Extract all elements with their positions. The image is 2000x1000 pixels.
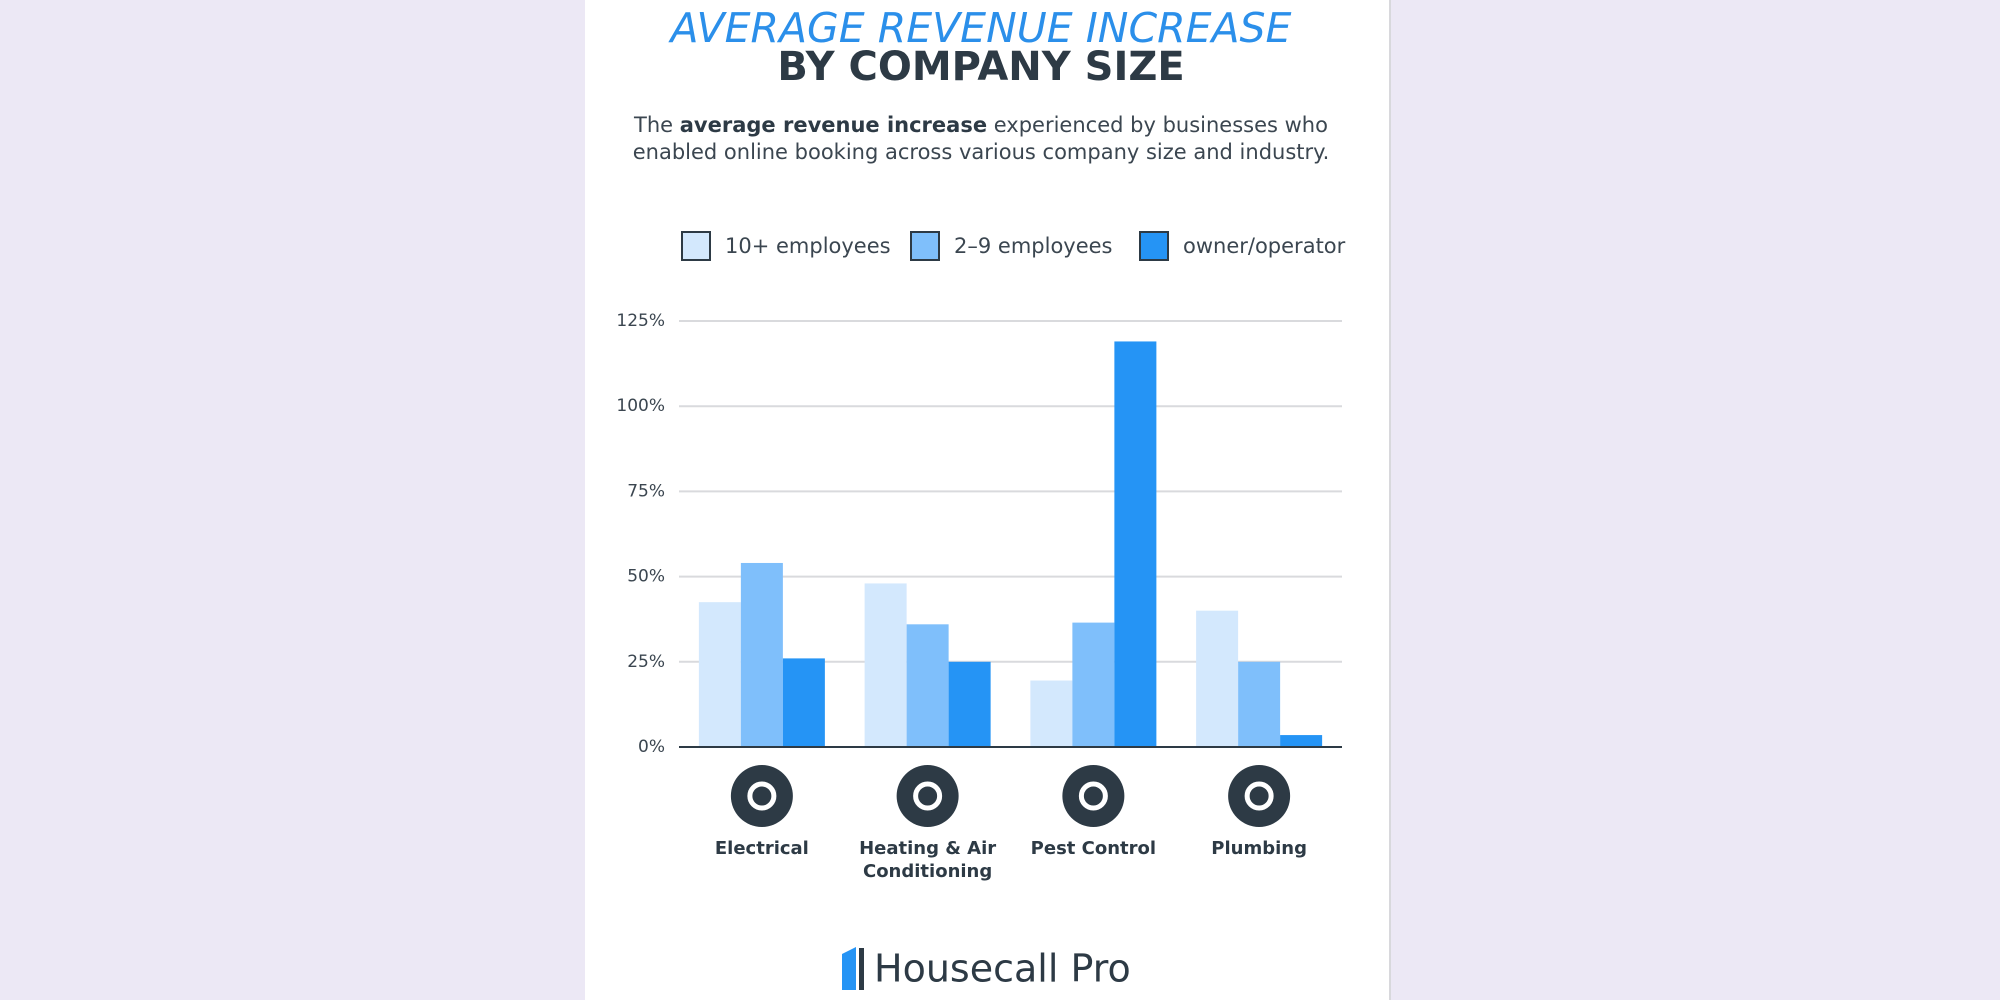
brand-name: Housecall Pro — [874, 947, 1131, 991]
legend-swatch — [1139, 231, 1169, 261]
icon-glyph — [913, 781, 943, 811]
y-tick-label: 75% — [627, 481, 665, 501]
bar — [698, 602, 741, 747]
icon-circle — [1228, 765, 1291, 827]
y-tick-label: 50% — [627, 567, 665, 587]
x-tick-label: Plumbing — [1211, 838, 1307, 859]
icon-circle — [1062, 765, 1125, 827]
category-icon — [730, 765, 793, 827]
category-icon — [1062, 765, 1125, 827]
bar — [1114, 341, 1157, 747]
icon-glyph — [1244, 781, 1274, 811]
bar — [1280, 735, 1323, 747]
bar — [782, 658, 825, 747]
icon-glyph — [1078, 781, 1108, 811]
bar — [1072, 622, 1115, 747]
icon-glyph — [747, 781, 777, 811]
y-tick-label: 0% — [638, 737, 665, 757]
icon-circle — [730, 765, 793, 827]
category-icon — [896, 765, 959, 827]
legend-label: 2–9 employees — [954, 234, 1113, 258]
y-tick-label: 100% — [616, 396, 665, 416]
chart-title-line2: BY COMPANY SIZE — [777, 44, 1184, 90]
panel — [585, 0, 1391, 1000]
bar — [948, 661, 991, 747]
legend-swatch — [681, 231, 711, 261]
bar — [1030, 680, 1073, 747]
bar — [864, 583, 907, 747]
legend-label: 10+ employees — [725, 234, 891, 258]
subtitle-text: experienced by businesses who enabled on… — [632, 113, 1330, 164]
x-tick-label: Pest Control — [1030, 838, 1157, 859]
y-tick-label: 125% — [616, 311, 665, 331]
subtitle-text: The — [634, 113, 680, 137]
chart-title: AVERAGE REVENUE INCREASE — [668, 4, 1292, 52]
brand-logo — [842, 947, 864, 990]
bar — [740, 562, 783, 747]
subtitle: The average revenue increase experienced… — [631, 112, 1331, 166]
legend-swatch — [910, 231, 940, 261]
x-tick-label: Electrical — [714, 838, 809, 859]
subtitle-bold: average revenue increase — [679, 113, 988, 137]
y-tick-label: 25% — [627, 652, 665, 672]
icon-circle — [896, 765, 959, 827]
bar — [906, 624, 949, 747]
legend-label: owner/operator — [1183, 234, 1346, 258]
x-tick-label: Heating & Air Conditioning — [859, 838, 997, 882]
bar — [1196, 610, 1239, 747]
bar — [1238, 661, 1281, 747]
category-icon — [1228, 765, 1291, 827]
